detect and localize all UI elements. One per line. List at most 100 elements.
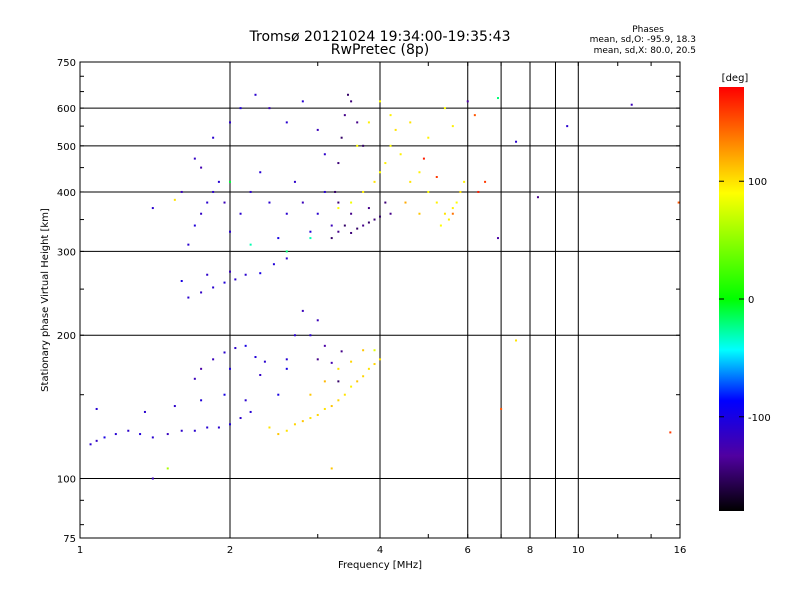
data-point: [447, 218, 450, 221]
data-point: [187, 296, 190, 299]
data-point: [443, 212, 446, 215]
y-tick-label: 200: [57, 331, 76, 342]
data-point: [466, 100, 469, 103]
data-point: [309, 237, 312, 240]
data-point: [217, 426, 220, 429]
data-point: [244, 273, 247, 276]
data-point: [330, 237, 333, 240]
data-point: [206, 201, 209, 204]
data-point: [229, 367, 231, 370]
data-point: [350, 201, 353, 204]
data-point: [180, 190, 183, 193]
data-point: [477, 190, 480, 193]
y-tick-label: 500: [57, 142, 76, 153]
data-point: [669, 431, 672, 434]
data-points: [89, 93, 680, 480]
data-point: [127, 429, 130, 432]
data-point: [399, 153, 402, 156]
data-point: [166, 433, 169, 436]
data-point: [422, 157, 425, 160]
data-point: [334, 190, 337, 193]
data-point: [350, 385, 353, 388]
data-point: [373, 218, 376, 221]
data-point: [536, 196, 539, 199]
colorbar-tick-label: -100: [748, 413, 771, 424]
data-point: [277, 393, 280, 396]
data-point: [677, 201, 680, 204]
data-point: [373, 180, 376, 183]
data-point: [285, 367, 288, 370]
data-point: [285, 257, 288, 260]
data-point: [114, 433, 117, 436]
data-point: [340, 350, 343, 353]
axis-ticks: 1 2 4 6 8 10 16 75 100 200 300 400 500 600 750: [57, 58, 686, 556]
data-point: [323, 190, 326, 193]
data-point: [249, 190, 252, 193]
data-point: [373, 349, 376, 352]
data-point: [277, 237, 280, 240]
data-point: [362, 224, 365, 227]
data-point: [389, 212, 392, 215]
x-tick-label: 1: [77, 545, 83, 556]
data-point: [151, 436, 154, 439]
data-point: [384, 201, 387, 204]
data-point: [367, 207, 370, 210]
data-point: [89, 443, 92, 446]
data-point: [330, 361, 333, 364]
data-point: [362, 375, 365, 378]
data-point: [356, 227, 359, 230]
data-point: [285, 429, 288, 432]
data-point: [367, 121, 370, 124]
data-point: [309, 393, 312, 396]
data-point: [323, 380, 326, 383]
data-point: [330, 405, 333, 408]
data-point: [200, 367, 203, 370]
data-point: [212, 358, 215, 361]
data-point: [427, 190, 430, 193]
colorbar-ticks: 100 0 -100: [719, 177, 771, 424]
data-point: [223, 201, 226, 204]
data-point: [212, 136, 215, 139]
data-point: [343, 114, 346, 117]
y-tick-label: 600: [57, 104, 76, 115]
data-point: [151, 477, 154, 480]
data-point: [187, 243, 190, 246]
data-point: [484, 180, 487, 183]
data-point: [193, 224, 196, 227]
data-point: [435, 201, 438, 204]
grid-lines: [80, 62, 680, 538]
data-point: [268, 426, 271, 429]
x-tick-label: 6: [465, 545, 471, 556]
data-point: [223, 351, 226, 354]
data-point: [427, 136, 430, 139]
x-tick-label: 2: [227, 545, 233, 556]
data-point: [630, 103, 633, 106]
data-point: [285, 358, 288, 361]
data-point: [350, 360, 353, 363]
data-point: [404, 201, 407, 204]
data-point: [206, 426, 209, 429]
data-point: [180, 429, 183, 432]
data-point: [95, 407, 98, 410]
x-tick-label: 10: [572, 545, 585, 556]
data-point: [367, 367, 370, 370]
data-point: [515, 140, 518, 143]
colorbar-tick-label: 0: [748, 295, 754, 306]
data-point: [200, 166, 203, 169]
data-point: [239, 212, 242, 215]
data-point: [249, 243, 252, 246]
data-point: [301, 309, 304, 312]
data-point: [337, 201, 340, 204]
data-point: [409, 121, 412, 124]
data-point: [285, 121, 288, 124]
y-tick-label: 750: [57, 58, 76, 69]
data-point: [293, 180, 296, 183]
stats-heading: Phases: [632, 25, 664, 35]
data-point: [451, 207, 454, 210]
data-point: [451, 212, 454, 215]
data-point: [350, 212, 353, 215]
data-point: [193, 157, 196, 160]
data-point: [337, 367, 340, 370]
data-point: [435, 175, 438, 178]
